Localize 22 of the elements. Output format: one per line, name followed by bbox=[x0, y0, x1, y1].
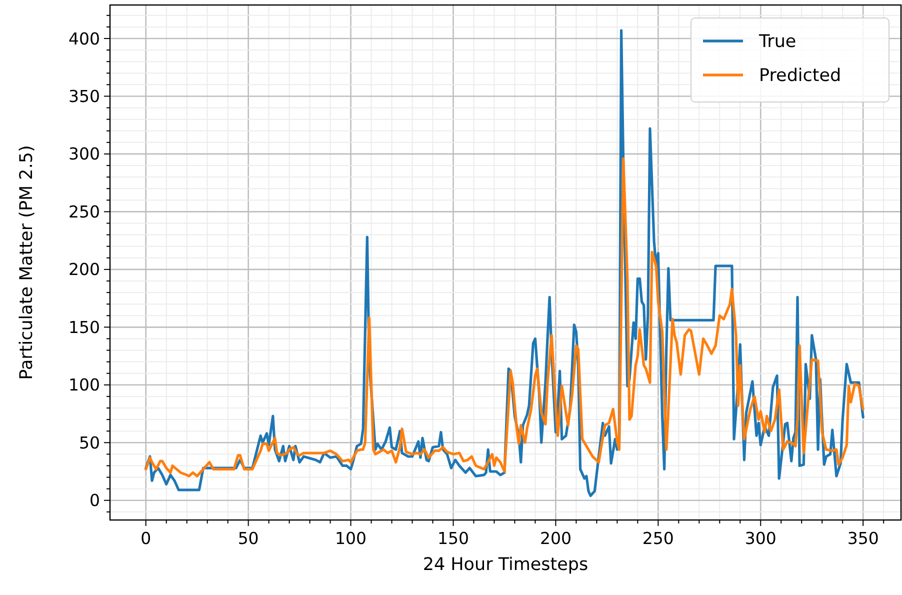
y-axis-title: Particulate Matter (PM 2.5) bbox=[17, 145, 37, 380]
y-tick-label: 100 bbox=[68, 376, 100, 395]
y-tick-label: 300 bbox=[68, 144, 100, 164]
x-tick-label: 350 bbox=[847, 529, 879, 548]
x-tick-label: 0 bbox=[140, 529, 152, 548]
x-tick-label: 100 bbox=[335, 529, 367, 548]
line-series bbox=[144, 157, 864, 478]
x-tick-label: 50 bbox=[238, 529, 259, 548]
y-tick-label: 350 bbox=[68, 86, 100, 106]
y-tick-label: 400 bbox=[68, 29, 100, 48]
x-axis-title: 24 Hour Timesteps bbox=[422, 555, 588, 575]
x-tick-label: 150 bbox=[437, 529, 469, 548]
x-tick-label: 250 bbox=[642, 529, 674, 548]
y-tick-label: 250 bbox=[68, 202, 100, 222]
legend-label: Predicted bbox=[759, 66, 842, 86]
y-tick-label: 200 bbox=[68, 260, 100, 280]
x-tick-label: 200 bbox=[540, 529, 572, 548]
legend-label: True bbox=[758, 32, 796, 52]
y-tick-label: 150 bbox=[68, 318, 100, 337]
x-tick-label: 300 bbox=[744, 529, 776, 548]
y-tick-label: 50 bbox=[79, 433, 100, 452]
y-tick-label: 0 bbox=[90, 491, 100, 510]
